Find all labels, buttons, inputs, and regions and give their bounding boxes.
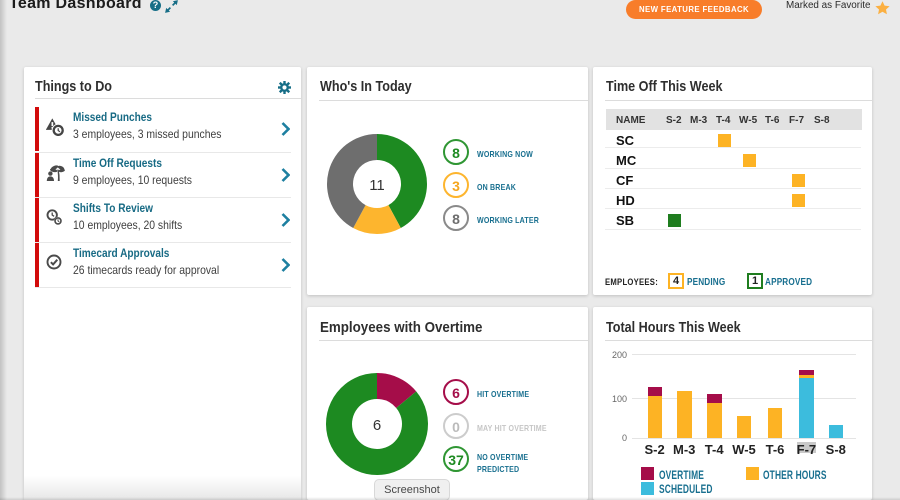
svg-text:6: 6 (373, 417, 381, 434)
svg-text:11: 11 (369, 177, 385, 194)
